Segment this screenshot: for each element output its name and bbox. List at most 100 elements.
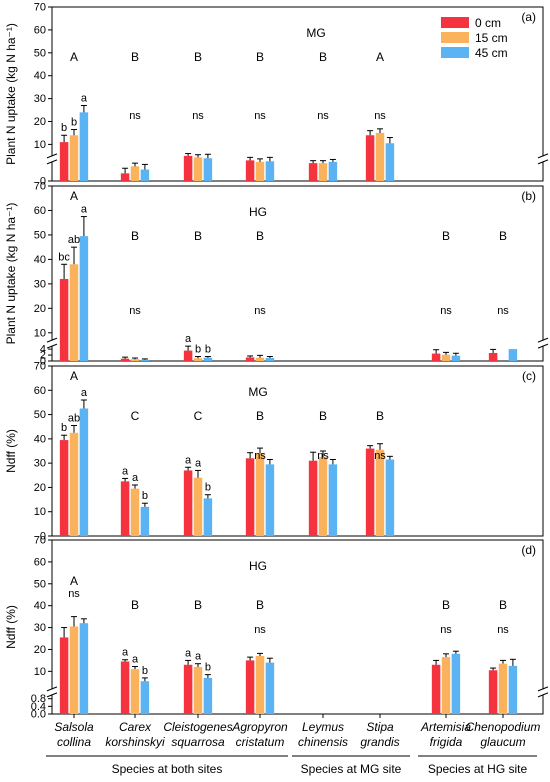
bar-45cm [140,169,150,181]
bar-0cm [59,142,69,181]
ns-label: ns [374,450,386,462]
bar-0cm [245,357,255,361]
significance-letter: b [142,665,148,677]
ns-label: ns [254,305,266,317]
panel-label: (d) [521,543,536,557]
y-tick-label: 30 [34,278,46,290]
bar-0cm [120,173,130,181]
y-tick-label: 20 [34,482,46,494]
y-tick-label: 50 [34,409,46,421]
bar-0cm [488,352,498,361]
significance-letter: a [81,92,88,104]
bar-45cm [140,506,150,536]
bar-45cm [79,112,89,181]
bar-45cm [140,359,150,361]
bar-0cm [431,664,441,714]
ns-label: ns [317,450,329,462]
bar-45cm [385,459,395,536]
significance-letter: a [195,457,202,469]
species-label: grandis [360,735,399,749]
ns-label: ns [374,110,386,122]
significance-letter: ab [68,413,80,425]
upper-letter: B [442,229,450,243]
bar-0cm [245,160,255,181]
bar-0cm [245,660,255,714]
species-label: chinensis [298,735,348,749]
legend-swatch [441,47,469,58]
bar-15cm [375,449,385,536]
significance-letter: a [132,472,139,484]
y-tick-label: 30 [34,458,46,470]
significance-letter: a [185,647,192,659]
bar-45cm [203,677,213,714]
plot-frame [51,365,544,537]
axis-break-mark [537,159,549,165]
axis-break-mark [537,153,549,159]
significance-letter: a [195,651,202,663]
axis-break-mark [46,686,58,692]
bar-45cm [328,161,338,181]
species-label: korshinskyi [105,735,165,749]
upper-letter: A [70,369,78,383]
bar-0cm [183,350,193,361]
upper-letter: A [70,574,78,588]
species-label: squarrosa [171,735,225,749]
species-label: Leymus [302,720,344,734]
species-label: Agropyron [231,720,288,734]
y-tick-label: 60 [34,385,46,397]
y-tick-label: 0 [40,531,46,543]
bar-45cm [265,662,275,714]
y-axis-label: Ndff (%) [4,429,18,473]
bar-15cm [255,357,265,361]
bar-0cm [308,163,318,181]
y-tick-label: 30 [34,93,46,105]
upper-letter: B [256,50,264,64]
axis-break-mark [537,692,549,698]
ns-label: ns [68,588,80,600]
bar-0cm [245,458,255,536]
ns-label: ns [129,305,141,317]
ns-label: ns [497,624,509,636]
plot-frame [51,185,544,362]
bar-45cm [79,408,89,536]
panel-a: 0 10 20 30 40 50 60 70 Plant N uptake (kg N ha⁻¹… [4,2,549,188]
significance-letter: b [205,344,211,356]
significance-letter: a [185,333,192,345]
significance-letter: b [61,122,67,134]
significance-letter: b [205,662,211,674]
bar-0cm [120,358,130,361]
bar-15cm [441,354,451,361]
y-axis-label: Ndff (%) [4,605,18,649]
panel-label: (c) [522,369,536,383]
upper-letter: B [194,229,202,243]
upper-letter: C [194,409,203,423]
bar-15cm [130,359,140,361]
bar-15cm [255,161,265,181]
legend-label: 45 cm [475,46,508,60]
ns-label: ns [317,110,329,122]
species-label: Carex [119,720,152,734]
upper-letter: B [256,598,264,612]
bar-0cm [183,470,193,536]
bar-15cm [130,488,140,536]
legend-label: 0 cm [475,16,501,30]
panel-label: (b) [521,189,536,203]
plot-frame [51,6,544,182]
significance-letter: a [81,204,88,216]
upper-letter: A [376,50,384,64]
significance-letter: a [122,647,129,659]
y-tick-label: 60 [34,556,46,568]
axis-break-mark [46,343,58,349]
species-label: Cleistogenes [163,720,232,734]
y-tick-label: 30 [34,622,46,634]
upper-letter: B [256,229,264,243]
y-tick-label: 0 [40,176,46,188]
bar-15cm [69,432,79,536]
bar-45cm [203,357,213,361]
legend-label: 15 cm [475,31,508,45]
y-tick-label: 60 [34,24,46,36]
group-label: Species at MG site [301,762,402,776]
bar-15cm [193,358,203,361]
panel-label: (a) [521,10,536,24]
